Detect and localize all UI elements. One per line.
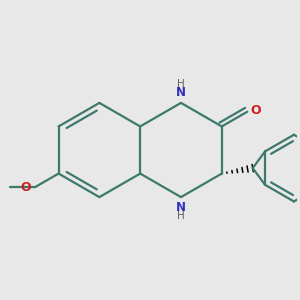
- Text: H: H: [177, 79, 185, 89]
- Text: N: N: [176, 86, 186, 99]
- Text: N: N: [176, 201, 186, 214]
- Text: O: O: [250, 104, 261, 117]
- Text: H: H: [177, 211, 185, 221]
- Text: O: O: [20, 181, 31, 194]
